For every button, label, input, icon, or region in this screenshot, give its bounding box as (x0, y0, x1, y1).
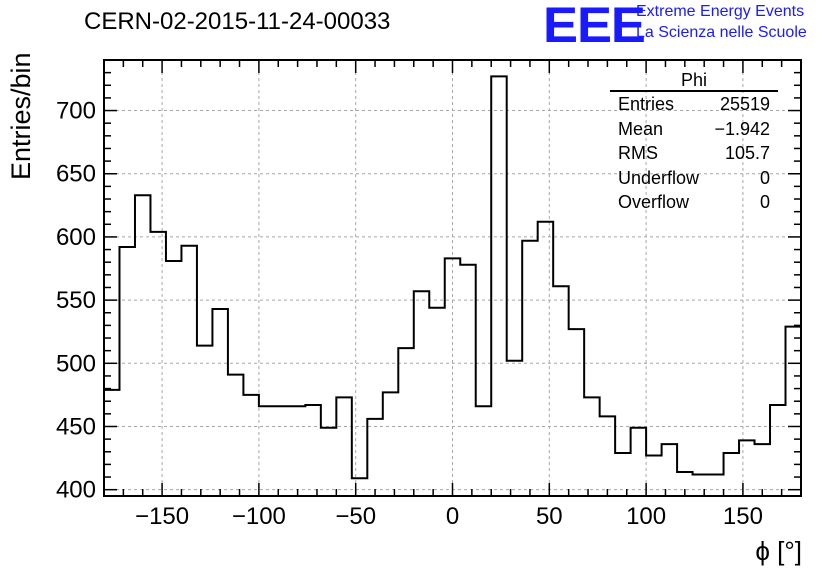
stats-row-mean: Mean −1.942 (610, 117, 778, 142)
stats-label: Mean (618, 118, 664, 139)
eee-logo: EEE (543, 0, 646, 53)
x-tick-label: −150 (135, 503, 189, 530)
stats-label: Overflow (618, 192, 690, 212)
x-tick-label: 0 (446, 503, 459, 530)
y-tick-label: 450 (56, 413, 96, 440)
stats-box: Phi Entries 25519 Mean −1.942 RMS 105.7 … (610, 70, 778, 215)
stats-value: 105.7 (724, 143, 770, 163)
stats-value: −1.942 (714, 118, 770, 139)
stats-label: Entries (618, 94, 675, 114)
x-tick-label: −50 (335, 503, 376, 530)
y-tick-label: 550 (56, 287, 96, 314)
histogram-step-line (104, 75, 801, 480)
x-tick-label: 100 (626, 503, 666, 530)
logo-line-1: Extreme Energy Events (636, 3, 805, 20)
y-tick-label: 700 (56, 98, 96, 125)
stats-label: Underflow (618, 167, 700, 188)
stats-value: 25519 (719, 94, 770, 114)
y-tick-label: 400 (56, 477, 96, 504)
y-tick-label: 600 (56, 224, 96, 251)
run-title: CERN-02-2015-11-24-00033 (84, 8, 391, 35)
x-tick-labels: −150 −100 −50 0 50 100 150 (135, 503, 763, 530)
stats-value: 0 (759, 192, 770, 212)
y-tick-label: 650 (56, 161, 96, 188)
x-tick-label: −100 (232, 503, 286, 530)
x-axis-label: ϕ [°] (755, 536, 802, 566)
stats-row-rms: RMS 105.7 (610, 141, 778, 166)
x-tick-label: 150 (723, 503, 763, 530)
stats-row-underflow: Underflow 0 (610, 166, 778, 191)
stats-row-overflow: Overflow 0 (610, 190, 778, 215)
x-tick-label: 50 (536, 503, 563, 530)
stats-value: 0 (759, 167, 770, 188)
stats-row-entries: Entries 25519 (610, 92, 778, 117)
axis-ticks (103, 59, 802, 496)
logo-line-2: La Scienza nelle Scuole (636, 24, 807, 41)
y-tick-labels: 400 450 500 550 600 650 700 (56, 98, 96, 504)
y-tick-label: 500 (56, 350, 96, 377)
stats-label: RMS (618, 143, 658, 163)
stats-title: Phi (610, 70, 778, 92)
y-axis-label: Entries/bin (6, 52, 36, 180)
